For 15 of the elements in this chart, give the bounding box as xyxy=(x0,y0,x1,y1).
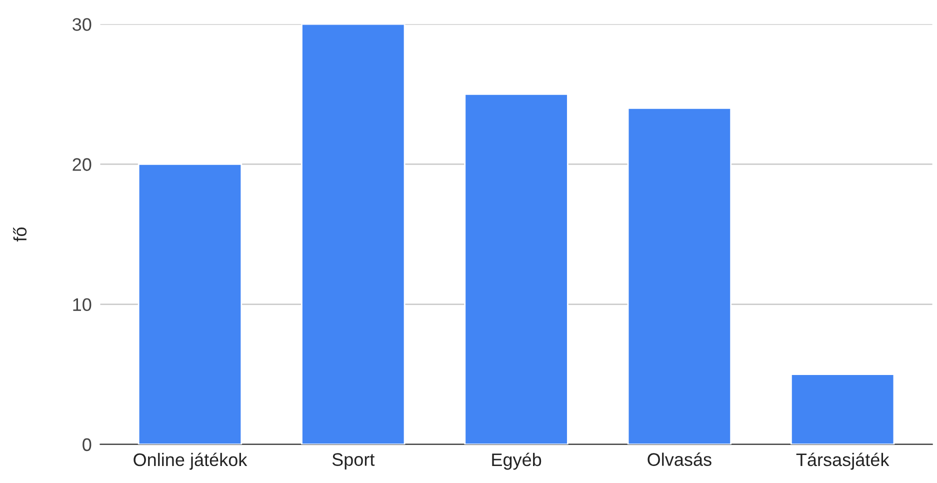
y-tick-label: 0 xyxy=(82,438,92,452)
y-tick-label: 30 xyxy=(72,18,92,31)
x-tick-label: Sport xyxy=(332,453,375,470)
x-tick-label: Egyéb xyxy=(492,452,542,470)
y-tick-label: 10 xyxy=(73,298,92,312)
bar xyxy=(464,93,568,444)
x-tick-label: Társasjáték xyxy=(796,452,890,470)
bar xyxy=(301,24,406,444)
x-tick-label: Online játékok xyxy=(134,452,248,470)
y-tick-label: 20 xyxy=(72,158,92,171)
bar xyxy=(790,374,895,444)
x-tick-label: Olvasás xyxy=(648,452,712,466)
bar xyxy=(138,164,242,444)
bar xyxy=(627,107,732,444)
y-axis-title: fő xyxy=(13,227,27,242)
